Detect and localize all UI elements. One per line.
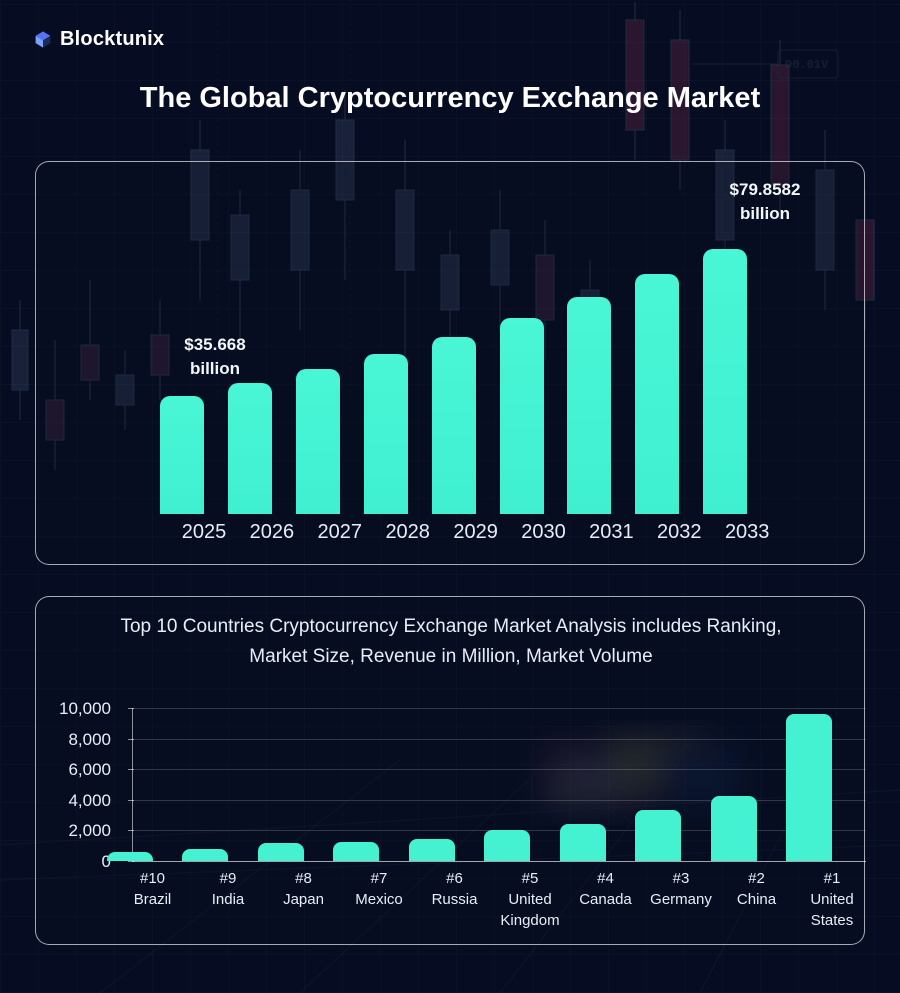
svg-text:D0.01V: D0.01V	[785, 58, 829, 72]
